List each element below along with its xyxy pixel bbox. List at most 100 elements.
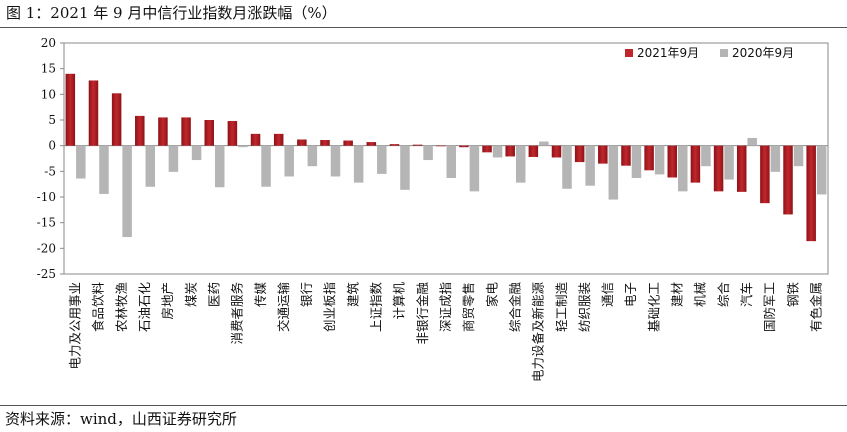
- bar-2021: [412, 144, 423, 146]
- y-tick-label: -5: [44, 164, 56, 178]
- category-label: 房地产: [160, 282, 175, 320]
- bar-2020: [701, 145, 711, 167]
- category-label: 国防军工: [762, 282, 777, 332]
- bar-2020: [747, 137, 757, 146]
- bar-2021: [158, 117, 168, 146]
- category-label: 汽车: [739, 282, 754, 307]
- category-label: 钢铁: [785, 282, 800, 308]
- bar-2021: [135, 115, 145, 146]
- y-tick-label: -20: [37, 241, 56, 255]
- bar-2020: [654, 145, 665, 175]
- bar-2021: [690, 145, 701, 183]
- category-label: 食品饮料: [91, 282, 106, 333]
- bar-2020: [631, 145, 642, 179]
- category-label: 创业板指: [322, 282, 337, 332]
- bar-2021: [806, 145, 816, 242]
- category-label: 轻工制造: [554, 282, 569, 333]
- bar-2020: [608, 145, 619, 200]
- category-label: 交通运输: [276, 282, 291, 333]
- bottom-rule: [0, 405, 847, 406]
- bar-2021: [736, 145, 747, 192]
- bar-2020: [816, 145, 827, 195]
- category-label: 石油石化: [137, 282, 152, 333]
- category-label: 银行: [299, 282, 314, 307]
- y-tick-label: 5: [48, 113, 56, 127]
- bar-2021: [320, 140, 330, 146]
- category-label: 综合: [716, 282, 731, 308]
- bar-2020: [469, 145, 480, 192]
- bar-2020: [446, 145, 456, 179]
- bar-2020: [238, 145, 248, 148]
- category-label: 建筑: [345, 282, 360, 308]
- bar-2020: [122, 145, 132, 238]
- bar-2021: [713, 145, 724, 192]
- category-label: 电子: [623, 282, 638, 307]
- y-tick-label: -15: [37, 216, 56, 230]
- bar-2021: [482, 145, 492, 153]
- bar-2020: [400, 145, 410, 190]
- bar-2021: [111, 93, 122, 146]
- bar-2021: [528, 145, 539, 157]
- bar-2021: [250, 133, 261, 146]
- bar-2020: [492, 145, 503, 158]
- bar-2021: [343, 140, 353, 146]
- legend-label-2020: 2020年9月: [732, 46, 794, 60]
- category-label: 电力及公用事业: [68, 282, 83, 370]
- y-tick-label: 0: [48, 139, 56, 153]
- bar-2021: [783, 145, 793, 215]
- bar-2020: [168, 145, 179, 172]
- bar-2021: [667, 145, 678, 178]
- bar-2021: [505, 145, 515, 157]
- y-tick-label: 15: [41, 62, 56, 76]
- category-label: 家电: [484, 282, 499, 308]
- bar-2021: [760, 145, 770, 204]
- category-label: 纺织服装: [577, 282, 592, 332]
- legend-swatch-2020: [720, 49, 728, 57]
- bar-2021: [366, 142, 377, 146]
- bar-2020: [377, 145, 387, 174]
- source-note: 资料来源：wind，山西证券研究所: [5, 410, 237, 428]
- bar-2021: [297, 139, 307, 146]
- bar-2021: [389, 144, 400, 146]
- y-tick-label: -25: [37, 267, 56, 281]
- category-label: 基础化工: [646, 282, 661, 332]
- bar-2020: [724, 145, 734, 180]
- category-label: 消费者服务: [230, 282, 245, 345]
- bar-2020: [770, 145, 781, 172]
- legend-label-2021: 2021年9月: [637, 46, 699, 60]
- bar-2021: [644, 145, 654, 171]
- category-label: 有色金属: [808, 282, 823, 332]
- bar-2020: [793, 145, 804, 167]
- bar-2021: [204, 120, 214, 146]
- bar-2020: [191, 145, 202, 161]
- category-label: 商贸零售: [461, 282, 476, 332]
- plot-frame: [63, 42, 829, 275]
- category-label: 建材: [670, 282, 685, 307]
- bar-2020: [284, 145, 294, 177]
- bar-2021: [181, 117, 191, 146]
- bar-2020: [214, 145, 225, 188]
- bar-2021: [598, 145, 608, 164]
- bar-2021: [65, 73, 76, 146]
- bar-2021: [436, 145, 446, 147]
- bar-2020: [515, 145, 526, 183]
- bar-2020: [330, 145, 341, 177]
- bar-2020: [353, 145, 364, 183]
- bar-2020: [585, 145, 595, 186]
- bar-2020: [562, 145, 572, 189]
- bar-2020: [76, 145, 86, 179]
- y-tick-label: 20: [41, 36, 56, 50]
- category-label: 通信: [600, 282, 615, 307]
- bar-2021: [88, 80, 99, 146]
- bar-2021: [621, 145, 631, 166]
- category-label: 综合金融: [507, 282, 522, 333]
- y-tick-label: -10: [37, 190, 56, 204]
- bar-2020: [678, 145, 688, 192]
- chart-title: 图 1：2021 年 9 月中信行业指数月涨跌幅（%）: [6, 4, 337, 22]
- y-tick-label: 10: [41, 87, 56, 101]
- category-label: 机械: [693, 282, 708, 308]
- category-label: 非银行金融: [415, 282, 430, 345]
- category-label: 农林牧渔: [114, 282, 129, 332]
- category-label: 上证指数: [369, 282, 384, 333]
- bar-2020: [99, 145, 109, 194]
